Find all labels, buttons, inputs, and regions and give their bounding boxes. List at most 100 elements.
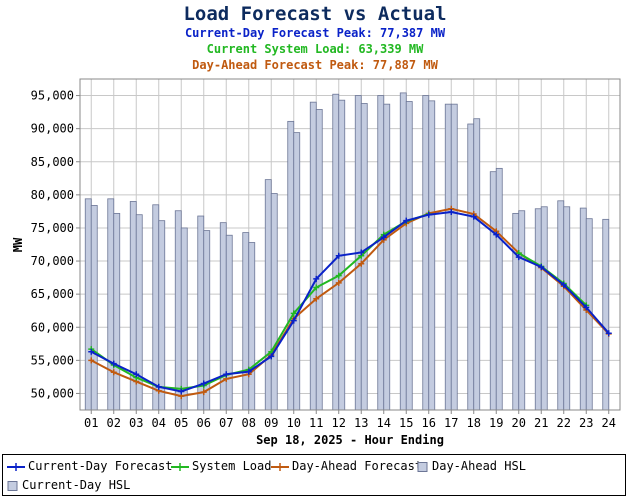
current-day-hsl-bar: [360, 103, 368, 411]
y-tick-label: 75,000: [31, 221, 74, 235]
current-day-forecast-point: [493, 231, 500, 238]
x-tick-label: 15: [399, 416, 413, 430]
x-tick-label: 08: [242, 416, 256, 430]
x-tick-label: 07: [219, 416, 233, 430]
y-tick-label: 55,000: [31, 353, 74, 367]
system-load-point: [335, 272, 342, 279]
current-day-forecast-point: [178, 388, 185, 395]
current-day-forecast-point: [515, 254, 522, 261]
legend-item-current-day-forecast: Current-Day Forecast: [7, 456, 173, 476]
current-day-forecast-point: [470, 213, 477, 220]
day-ahead-hsl-bar: [242, 232, 250, 411]
current-day-forecast-point: [538, 264, 545, 271]
y-tick-label: 50,000: [31, 386, 74, 400]
bars: [84, 92, 610, 411]
day-ahead-hsl-bar: [557, 200, 565, 411]
y-tick-label: 85,000: [31, 155, 74, 169]
y-tick-label: 90,000: [31, 122, 74, 136]
day-ahead-hsl-bar: [107, 198, 115, 411]
x-tick-label: 09: [264, 416, 278, 430]
system-load-point: [313, 284, 320, 291]
current-day-hsl-bar: [383, 103, 391, 411]
legend-label: Day-Ahead Forecast: [292, 459, 423, 473]
day-ahead-hsl-bar: [309, 101, 317, 411]
x-tick-label: 01: [84, 416, 98, 430]
x-tick-label: 18: [467, 416, 481, 430]
x-tick-label: 13: [354, 416, 368, 430]
current-day-forecast-point: [313, 275, 320, 282]
x-tick-label: 17: [444, 416, 458, 430]
current-day-forecast-point: [290, 317, 297, 324]
current-day-hsl-bar: [473, 118, 481, 411]
x-axis-ticks: 01 02 03 04 05 06 07 08 09 10 11 12 13 14 15 16 17 18 19 20…: [84, 410, 616, 430]
chart-title: Load Forecast vs Actual: [183, 3, 446, 25]
current-day-hsl-bar: [225, 234, 233, 411]
x-tick-label: 19: [489, 416, 503, 430]
day-ahead-hsl-bar: [84, 198, 92, 411]
current-day-forecast-point: [583, 304, 590, 311]
day-ahead-hsl-bar: [422, 95, 430, 411]
x-tick-label: 03: [129, 416, 143, 430]
current-day-hsl-bar: [540, 206, 548, 411]
current-day-hsl-bar: [518, 210, 526, 411]
current-day-hsl-bar: [563, 206, 571, 411]
current-day-forecast-point: [155, 383, 162, 390]
day-ahead-hsl-bar: [264, 179, 272, 411]
legend-label: System Load: [192, 459, 272, 473]
day-ahead-hsl-bar: [399, 92, 407, 411]
current-day-forecast-point: [335, 252, 342, 259]
current-day-forecast-point: [605, 330, 612, 337]
current-day-forecast-point: [200, 380, 207, 387]
system-load-text: Current System Load: 63,339 MW: [207, 42, 425, 56]
current-day-forecast-point: [88, 348, 95, 355]
day-ahead-hsl-bar: [332, 93, 340, 411]
day-ahead-forecast-point: [200, 389, 207, 396]
y-axis-ticks: 50,000 55,000 60,000 65,000 70,000 75,000 80,0…: [31, 89, 80, 400]
current-day-forecast-point: [223, 371, 230, 378]
x-tick-label: 10: [287, 416, 301, 430]
legend-line-icon: [7, 462, 25, 471]
current-day-hsl-bar: [270, 193, 278, 411]
current-day-hsl-bar: [113, 212, 121, 411]
current-day-forecast-point: [358, 249, 365, 256]
current-day-hsl-bar: [180, 227, 188, 411]
day-ahead-forecast-point: [335, 279, 342, 286]
day-ahead-forecast-point: [110, 369, 117, 376]
day-ahead-hsl-bar: [197, 215, 205, 411]
x-tick-label: 22: [557, 416, 571, 430]
y-tick-label: 95,000: [31, 89, 74, 103]
day-ahead-hsl-bar: [377, 95, 385, 411]
legend: Current-Day Forecast System Load Day-Ahe…: [2, 454, 626, 496]
current-day-forecast-point: [560, 281, 567, 288]
x-tick-label: 04: [152, 416, 166, 430]
current-day-hsl-bar: [495, 167, 503, 411]
current-day-forecast-point: [110, 360, 117, 367]
current-day-forecast-point: [268, 353, 275, 360]
x-tick-label: 20: [512, 416, 526, 430]
current-day-hsl-bar: [158, 220, 166, 411]
day-ahead-hsl-bar: [152, 204, 160, 411]
current-day-hsl-bar: [90, 205, 98, 411]
day-ahead-forecast-point: [313, 295, 320, 302]
day-ahead-hsl-bar: [534, 208, 542, 411]
current-day-forecast-point: [448, 209, 455, 216]
day-ahead-hsl-bar: [444, 103, 452, 411]
lines: [88, 205, 612, 400]
legend-line-icon: [271, 462, 289, 471]
legend-line-icon: [171, 462, 189, 471]
legend-item-day-ahead-hsl: Day-Ahead HSL: [417, 456, 526, 476]
current-day-forecast-line: [90, 211, 610, 393]
day-ahead-hsl-bar: [602, 218, 610, 411]
legend-bar-icon: [7, 480, 18, 491]
x-tick-label: 23: [579, 416, 593, 430]
current-day-hsl-bar: [248, 242, 256, 411]
day-ahead-hsl-bar: [174, 210, 182, 411]
x-tick-label: 02: [107, 416, 121, 430]
system-load-point: [290, 310, 297, 317]
x-tick-label: 12: [332, 416, 346, 430]
x-tick-label: 14: [377, 416, 391, 430]
x-tick-label: 24: [602, 416, 616, 430]
legend-item-current-day-hsl: Current-Day HSL: [7, 475, 130, 495]
day-ahead-forecast-line: [90, 207, 610, 398]
